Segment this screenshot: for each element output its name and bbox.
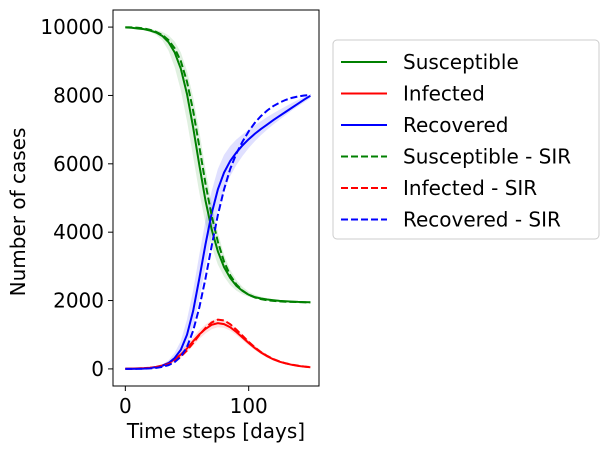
series-line-5 [125, 94, 311, 370]
legend-label-4: Infected - SIR [403, 176, 537, 200]
legend-label-0: Susceptible [403, 50, 519, 74]
series-line-3 [125, 26, 311, 304]
y-axis-label: Number of cases [6, 128, 30, 297]
x-tick-label-0: 0 [119, 394, 132, 418]
x-axis-ticks: 0 100 [119, 386, 268, 418]
band-2 [125, 94, 311, 369]
y-tick-label-4: 8000 [53, 83, 104, 107]
band-1 [125, 318, 311, 369]
x-tick-label-1: 100 [230, 394, 268, 418]
y-tick-label-5: 10000 [40, 15, 104, 39]
y-tick-label-0: 0 [91, 357, 104, 381]
legend-box [332, 39, 600, 240]
series-lines [125, 26, 311, 370]
legend-label-2: Recovered [403, 113, 508, 137]
legend-label-1: Infected [403, 82, 485, 106]
plot-frame [112, 9, 320, 387]
y-tick-label-3: 6000 [53, 152, 104, 176]
x-axis-label: Time steps [days] [126, 419, 305, 443]
series-line-1 [125, 322, 311, 370]
legend-label-3: Susceptible - SIR [403, 145, 571, 169]
y-tick-label-1: 2000 [53, 289, 104, 313]
band-0 [125, 27, 311, 303]
y-axis-ticks: 0 2000 4000 6000 8000 10000 [40, 15, 113, 381]
confidence-bands [125, 27, 311, 369]
y-tick-label-2: 4000 [53, 220, 104, 244]
legend: Susceptible Infected Recovered Susceptible … [332, 39, 600, 240]
legend-label-5: Recovered - SIR [403, 208, 561, 232]
